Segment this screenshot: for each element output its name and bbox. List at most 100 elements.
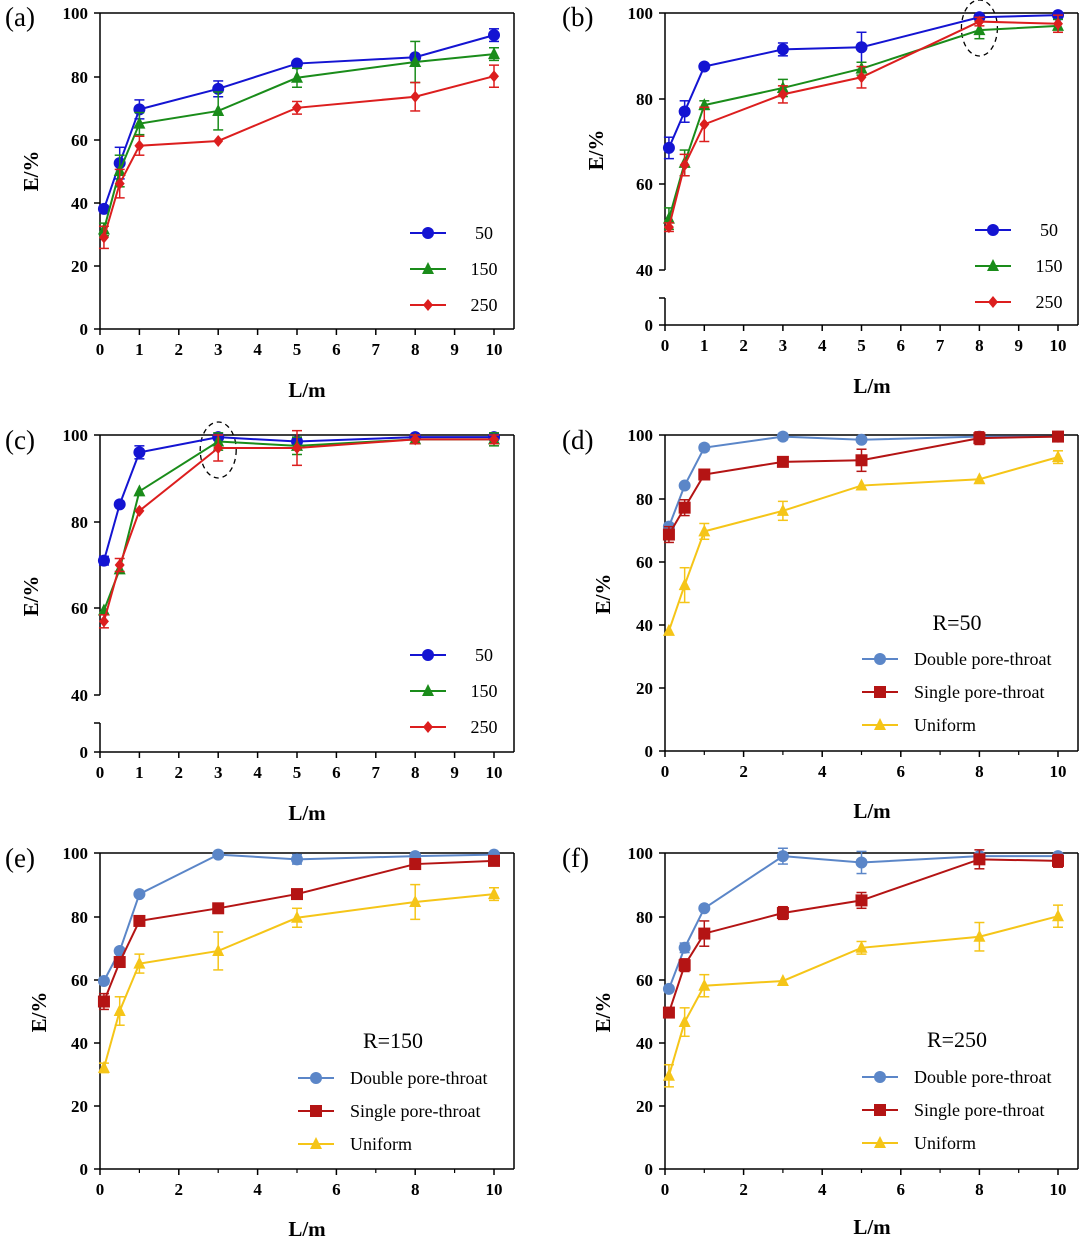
- legend-label: 250: [471, 717, 498, 737]
- series-line: [667, 858, 1059, 1013]
- data-point: [133, 446, 146, 459]
- data-point: [292, 442, 302, 454]
- x-tick-label: 0: [96, 763, 105, 782]
- legend-label: Single pore-throat: [914, 682, 1044, 702]
- series-2: [662, 450, 1064, 636]
- data-point: [776, 43, 789, 56]
- data-point: [776, 455, 789, 468]
- y-tick-label: 0: [80, 743, 89, 762]
- legend-label: Uniform: [914, 715, 976, 735]
- data-point: [97, 1060, 110, 1073]
- legend-marker: [987, 224, 999, 236]
- x-tick-label: 1: [135, 340, 144, 359]
- data-point: [114, 559, 125, 571]
- series-line: [102, 75, 495, 238]
- y-tick-label: 100: [63, 4, 89, 23]
- data-point: [133, 914, 146, 927]
- data-point: [212, 902, 225, 915]
- data-point: [698, 927, 711, 940]
- data-point: [855, 894, 868, 907]
- data-point: [1052, 430, 1064, 443]
- data-point: [855, 478, 868, 491]
- x-tick-label: 7: [936, 336, 945, 355]
- series-1: [662, 430, 1064, 544]
- highlight-ellipse: [199, 421, 237, 479]
- legend-label: 50: [1040, 220, 1058, 240]
- x-axis-title: L/m: [288, 801, 326, 825]
- series-2: [98, 429, 499, 629]
- legend-marker: [423, 721, 433, 733]
- data-point: [488, 29, 500, 42]
- panel-a: 0 20 40 60 80 100 0 1 2 3 4 5 6 7 8 9 10 L/m E/% (a) 50 150 25…: [5, 2, 515, 402]
- x-tick-label: 6: [897, 1180, 906, 1199]
- legend-marker: [310, 1072, 322, 1084]
- series-1: [97, 854, 500, 1011]
- data-point: [134, 504, 145, 517]
- x-axis-title: L/m: [853, 1215, 891, 1239]
- x-tick-label: 6: [332, 1180, 341, 1199]
- data-point: [113, 498, 126, 511]
- x-tick-label: 10: [1050, 1180, 1067, 1199]
- y-tick-label: 80: [71, 68, 88, 87]
- y-axis-title: E/%: [591, 574, 615, 615]
- data-point: [678, 479, 691, 492]
- x-tick-label: 10: [1050, 336, 1067, 355]
- data-point: [291, 888, 303, 901]
- series-2: [98, 64, 499, 250]
- data-point: [114, 177, 125, 190]
- x-tick-label: 6: [332, 340, 341, 359]
- y-tick-label: 80: [71, 908, 88, 927]
- y-axis-title: E/%: [584, 130, 608, 171]
- x-tick-label: 4: [818, 336, 827, 355]
- condition-label: R=150: [363, 1028, 423, 1053]
- legend-label: Double pore-throat: [350, 1068, 487, 1088]
- x-tick-label: 9: [1014, 336, 1023, 355]
- x-tick-label: 4: [253, 763, 262, 782]
- x-tick-label: 6: [332, 763, 341, 782]
- data-point: [133, 116, 146, 129]
- series-0: [662, 847, 1064, 995]
- x-tick-label: 3: [214, 763, 223, 782]
- legend-marker: [874, 1071, 886, 1083]
- panel-f: 0 20 40 60 80 100 0 2 4 6 8 10 L/m E/% (f) R=250 Double …: [562, 843, 1079, 1239]
- y-tick-label: 60: [71, 131, 88, 150]
- x-tick-label: 0: [661, 1180, 670, 1199]
- y-axis-title: E/%: [19, 151, 43, 192]
- data-point: [292, 101, 302, 114]
- series-1: [662, 849, 1064, 1019]
- x-tick-label: 10: [486, 763, 503, 782]
- legend-label: Uniform: [350, 1134, 412, 1154]
- data-point: [488, 854, 500, 867]
- y-tick-label: 80: [636, 490, 653, 509]
- y-tick-label: 80: [636, 90, 653, 109]
- x-tick-label: 6: [897, 762, 906, 781]
- data-point: [662, 1006, 675, 1019]
- data-point: [974, 15, 985, 28]
- data-point: [134, 139, 145, 152]
- x-tick-label: 2: [739, 762, 748, 781]
- data-point: [678, 501, 691, 514]
- data-point: [113, 956, 126, 969]
- legend-marker: [310, 1105, 322, 1117]
- legend-label: Uniform: [914, 1133, 976, 1153]
- data-point: [856, 71, 867, 84]
- legend-marker: [874, 686, 886, 698]
- data-point: [776, 430, 789, 443]
- series-line: [667, 915, 1059, 1077]
- legend-label: 150: [1036, 256, 1063, 276]
- y-tick-label: 100: [628, 844, 654, 863]
- data-point: [855, 454, 868, 467]
- x-tick-label: 2: [175, 763, 184, 782]
- data-point: [1052, 909, 1064, 922]
- panel-label: (d): [562, 425, 593, 455]
- data-point: [409, 54, 422, 67]
- y-tick-label: 80: [636, 908, 653, 927]
- legend-marker: [874, 653, 886, 665]
- x-axis-title: L/m: [853, 374, 891, 398]
- panel-label: (c): [5, 425, 35, 455]
- data-point: [291, 910, 303, 923]
- data-point: [133, 888, 146, 901]
- y-tick-label: 20: [71, 257, 88, 276]
- legend-marker: [874, 1104, 886, 1116]
- panel-label: (f): [562, 843, 589, 873]
